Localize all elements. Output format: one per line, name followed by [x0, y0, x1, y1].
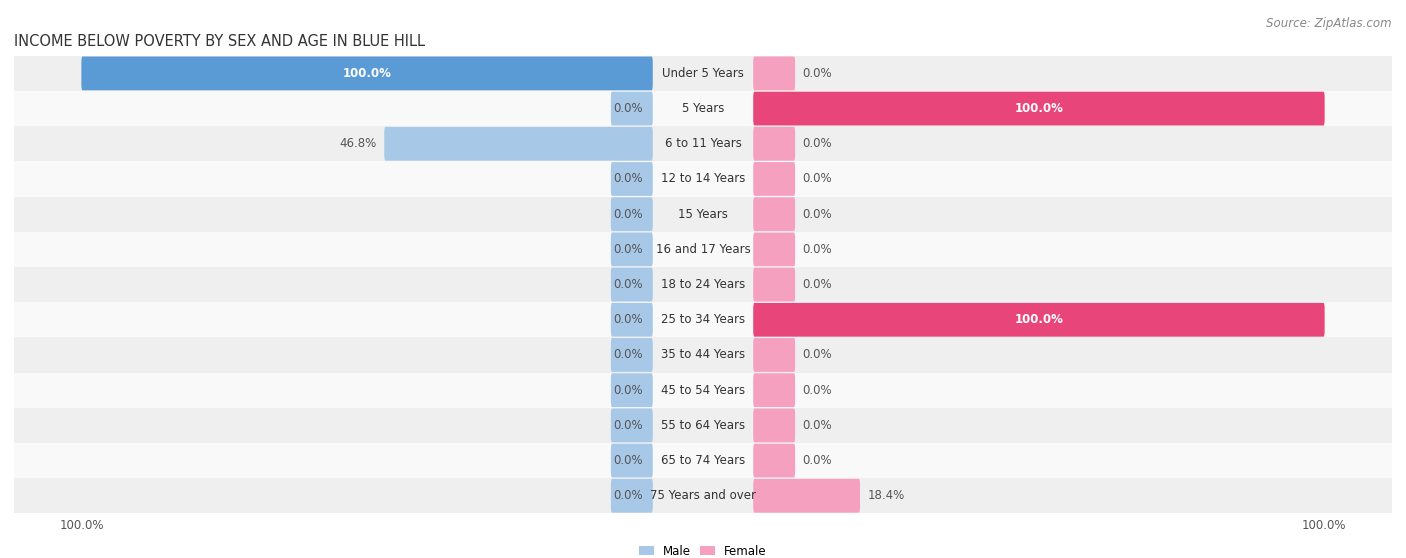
Text: 0.0%: 0.0% — [803, 208, 832, 220]
FancyBboxPatch shape — [610, 162, 652, 196]
FancyBboxPatch shape — [610, 479, 652, 513]
Text: INCOME BELOW POVERTY BY SEX AND AGE IN BLUE HILL: INCOME BELOW POVERTY BY SEX AND AGE IN B… — [14, 34, 425, 49]
FancyBboxPatch shape — [610, 338, 652, 372]
FancyBboxPatch shape — [754, 444, 796, 478]
Text: 0.0%: 0.0% — [803, 349, 832, 362]
FancyBboxPatch shape — [610, 303, 652, 336]
FancyBboxPatch shape — [610, 408, 652, 442]
Text: 55 to 64 Years: 55 to 64 Years — [661, 419, 745, 432]
Text: 25 to 34 Years: 25 to 34 Years — [661, 313, 745, 326]
FancyBboxPatch shape — [754, 56, 796, 90]
Text: 100.0%: 100.0% — [343, 67, 391, 80]
Bar — [14, 267, 1392, 302]
Text: 18 to 24 Years: 18 to 24 Years — [661, 278, 745, 291]
Bar — [14, 196, 1392, 232]
FancyBboxPatch shape — [754, 233, 796, 266]
Text: 0.0%: 0.0% — [803, 278, 832, 291]
Text: 0.0%: 0.0% — [613, 208, 643, 220]
Bar — [14, 161, 1392, 196]
Text: 0.0%: 0.0% — [803, 419, 832, 432]
Text: 45 to 54 Years: 45 to 54 Years — [661, 384, 745, 397]
Text: 0.0%: 0.0% — [613, 489, 643, 502]
Text: 0.0%: 0.0% — [803, 243, 832, 256]
Text: 0.0%: 0.0% — [803, 172, 832, 185]
Text: 75 Years and over: 75 Years and over — [650, 489, 756, 502]
Text: 35 to 44 Years: 35 to 44 Years — [661, 349, 745, 362]
FancyBboxPatch shape — [610, 92, 652, 126]
FancyBboxPatch shape — [384, 127, 652, 161]
Text: 65 to 74 Years: 65 to 74 Years — [661, 454, 745, 467]
Text: 0.0%: 0.0% — [803, 454, 832, 467]
FancyBboxPatch shape — [82, 56, 652, 90]
Text: 16 and 17 Years: 16 and 17 Years — [655, 243, 751, 256]
Bar — [14, 126, 1392, 161]
Text: 0.0%: 0.0% — [613, 419, 643, 432]
Bar — [14, 56, 1392, 91]
FancyBboxPatch shape — [754, 408, 796, 442]
Text: 0.0%: 0.0% — [613, 454, 643, 467]
FancyBboxPatch shape — [754, 268, 796, 301]
FancyBboxPatch shape — [754, 373, 796, 407]
Bar — [14, 338, 1392, 373]
FancyBboxPatch shape — [610, 233, 652, 266]
Text: 5 Years: 5 Years — [682, 102, 724, 115]
Text: 18.4%: 18.4% — [868, 489, 905, 502]
Text: Source: ZipAtlas.com: Source: ZipAtlas.com — [1267, 17, 1392, 30]
Text: Under 5 Years: Under 5 Years — [662, 67, 744, 80]
FancyBboxPatch shape — [754, 127, 796, 161]
Text: 46.8%: 46.8% — [339, 137, 377, 150]
Bar — [14, 408, 1392, 443]
Text: 0.0%: 0.0% — [803, 384, 832, 397]
Legend: Male, Female: Male, Female — [634, 540, 772, 558]
Text: 100.0%: 100.0% — [1015, 102, 1063, 115]
FancyBboxPatch shape — [610, 373, 652, 407]
Text: 0.0%: 0.0% — [613, 172, 643, 185]
FancyBboxPatch shape — [610, 444, 652, 478]
FancyBboxPatch shape — [754, 338, 796, 372]
Text: 0.0%: 0.0% — [613, 243, 643, 256]
FancyBboxPatch shape — [610, 268, 652, 301]
Bar — [14, 91, 1392, 126]
Bar — [14, 443, 1392, 478]
Bar — [14, 232, 1392, 267]
Bar — [14, 478, 1392, 513]
FancyBboxPatch shape — [754, 92, 1324, 126]
Text: 0.0%: 0.0% — [613, 384, 643, 397]
Text: 0.0%: 0.0% — [613, 349, 643, 362]
Bar — [14, 302, 1392, 338]
Text: 0.0%: 0.0% — [803, 67, 832, 80]
FancyBboxPatch shape — [754, 303, 1324, 336]
Text: 0.0%: 0.0% — [613, 313, 643, 326]
Text: 0.0%: 0.0% — [613, 102, 643, 115]
FancyBboxPatch shape — [754, 198, 796, 231]
Text: 6 to 11 Years: 6 to 11 Years — [665, 137, 741, 150]
Text: 15 Years: 15 Years — [678, 208, 728, 220]
FancyBboxPatch shape — [754, 162, 796, 196]
Text: 100.0%: 100.0% — [1015, 313, 1063, 326]
Text: 0.0%: 0.0% — [803, 137, 832, 150]
Text: 12 to 14 Years: 12 to 14 Years — [661, 172, 745, 185]
Text: 0.0%: 0.0% — [613, 278, 643, 291]
Bar — [14, 373, 1392, 408]
FancyBboxPatch shape — [754, 479, 860, 513]
FancyBboxPatch shape — [610, 198, 652, 231]
